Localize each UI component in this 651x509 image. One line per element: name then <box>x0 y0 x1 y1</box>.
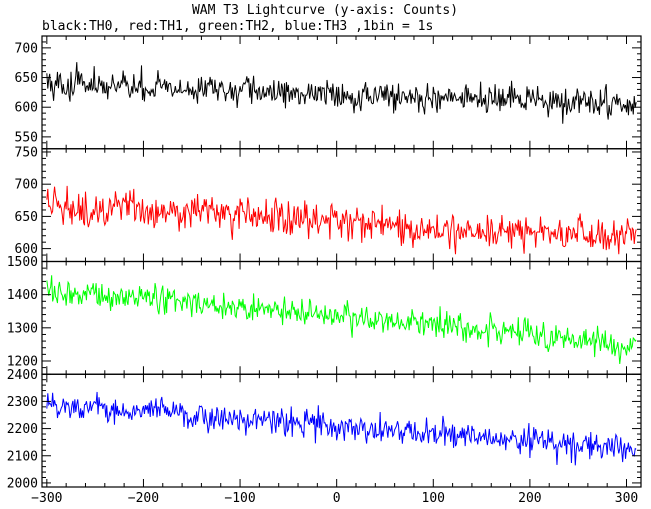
y-tick-label: 1200 <box>7 354 38 369</box>
y-tick-label: 1400 <box>7 288 38 303</box>
y-tick-label: 1300 <box>7 321 38 336</box>
x-axis: −300 −200 −100 0 100 200 300 <box>31 491 638 506</box>
panel-th2: 1200 1300 1400 1500 <box>7 255 642 375</box>
y-tick-label: 2000 <box>7 476 38 491</box>
y-tick-label: 1500 <box>7 255 38 270</box>
y-tick-label: 2100 <box>7 449 38 464</box>
series-th1-line <box>46 185 637 255</box>
y-tick-label: 600 <box>15 101 38 116</box>
y-tick-label: 650 <box>15 210 38 225</box>
panel-frame <box>41 35 642 150</box>
x-tick-label: −100 <box>224 491 255 505</box>
panel-th3: 2000 2100 2200 2300 2400 <box>7 368 642 491</box>
panel-frame <box>41 148 642 263</box>
panel-th0: 550 600 650 700 <box>15 35 642 150</box>
x-tick-label: −300 <box>31 491 62 505</box>
chart-title: WAM T3 Lightcurve (y-axis: Counts) <box>192 3 458 18</box>
y-tick-label: 700 <box>15 178 38 193</box>
y-tick-label: 2200 <box>7 422 38 437</box>
series-th0-line <box>46 62 637 124</box>
y-tick-label: 2300 <box>7 395 38 410</box>
y-tick-label: 700 <box>15 41 38 56</box>
y-tick-label: 600 <box>15 242 38 257</box>
x-tick-label: −200 <box>128 491 159 505</box>
x-tick-label: 0 <box>333 491 341 505</box>
y-tick-label: 650 <box>15 71 38 86</box>
y-tick-label: 2400 <box>7 368 38 383</box>
series-th2-line <box>46 275 637 365</box>
series-th3-line <box>46 391 637 466</box>
panel-frame <box>41 373 642 488</box>
panel-frame <box>41 260 642 375</box>
panel-th1: 600 650 700 750 <box>15 145 642 263</box>
chart-subtitle: black:TH0, red:TH1, green:TH2, blue:TH3 … <box>42 19 433 34</box>
y-tick-label: 550 <box>15 130 38 145</box>
panels-layer: 550 600 650 700 600 650 700 750 1200 1300 1400 1500… <box>7 35 642 491</box>
x-tick-label: 100 <box>422 491 445 505</box>
x-tick-label: 200 <box>518 491 541 505</box>
y-tick-label: 750 <box>15 145 38 160</box>
x-tick-label: 300 <box>615 491 638 505</box>
